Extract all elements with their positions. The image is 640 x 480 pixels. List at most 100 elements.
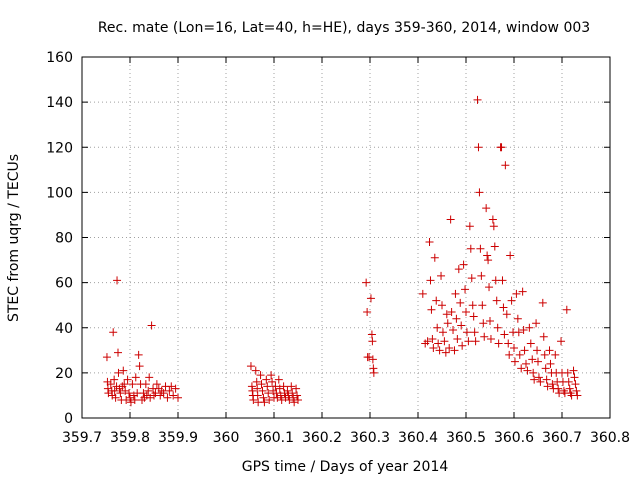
data-point: [139, 389, 148, 398]
data-point: [147, 321, 156, 330]
data-point: [540, 350, 549, 359]
data-point: [253, 391, 262, 400]
data-point: [499, 303, 508, 312]
x-tick-label: 360.2: [302, 430, 342, 446]
data-point: [491, 276, 500, 285]
data-point: [573, 391, 582, 400]
data-point: [526, 339, 535, 348]
x-tick-label: 360.8: [590, 430, 630, 446]
data-point: [146, 393, 155, 402]
data-points: [102, 95, 582, 407]
data-point: [111, 393, 120, 402]
data-point: [489, 222, 498, 231]
data-point: [156, 391, 165, 400]
data-point: [292, 384, 301, 393]
data-point: [477, 271, 486, 280]
data-point: [293, 391, 302, 400]
data-point: [151, 389, 160, 398]
data-point: [476, 244, 485, 253]
data-point: [473, 95, 482, 104]
x-tick-label: 359.7: [62, 430, 102, 446]
data-point: [141, 380, 150, 389]
data-point: [423, 337, 432, 346]
data-point: [462, 328, 471, 337]
data-point: [426, 276, 435, 285]
data-point: [169, 391, 178, 400]
data-point: [262, 375, 271, 384]
grid-lines: [82, 57, 610, 418]
data-point: [174, 393, 182, 402]
data-point: [484, 256, 493, 265]
data-point: [529, 368, 538, 377]
data-point: [512, 289, 521, 298]
data-point: [260, 398, 269, 407]
data-point: [570, 373, 579, 382]
data-point: [430, 253, 439, 262]
data-point: [497, 143, 506, 152]
data-point: [551, 350, 560, 359]
data-point: [500, 330, 509, 339]
x-tick-label: 360.3: [350, 430, 390, 446]
y-tick-label: 60: [55, 276, 73, 292]
data-point: [450, 346, 459, 355]
data-point: [116, 389, 125, 398]
data-point: [525, 323, 534, 332]
data-point: [265, 395, 274, 404]
data-point: [490, 242, 499, 251]
data-point: [451, 289, 460, 298]
data-point: [485, 283, 494, 292]
data-point: [494, 339, 503, 348]
y-tick-label: 100: [46, 185, 73, 201]
data-point: [493, 323, 502, 332]
x-tick-label: 360.6: [494, 430, 534, 446]
data-point: [518, 287, 527, 296]
data-point: [492, 296, 501, 305]
x-axis-label: GPS time / Days of year 2014: [242, 459, 449, 475]
data-point: [563, 368, 572, 377]
data-point: [519, 326, 528, 335]
data-point: [427, 305, 436, 314]
data-point: [468, 301, 477, 310]
data-point: [106, 380, 115, 389]
data-point: [258, 386, 267, 395]
data-point: [114, 368, 123, 377]
data-point: [513, 314, 522, 323]
data-point: [486, 316, 494, 325]
data-point: [123, 375, 132, 384]
data-point: [367, 330, 376, 339]
data-point: [453, 335, 462, 344]
data-point: [458, 341, 467, 350]
data-point: [554, 384, 563, 393]
data-point: [428, 335, 437, 344]
data-point: [442, 310, 451, 319]
data-point: [483, 251, 492, 260]
data-point: [466, 244, 475, 253]
data-point: [368, 355, 377, 364]
data-point: [135, 362, 144, 371]
data-point: [251, 366, 260, 375]
data-point: [152, 380, 161, 389]
data-point: [446, 215, 455, 224]
data-point: [256, 371, 265, 380]
data-point: [486, 335, 495, 344]
data-point: [470, 328, 479, 337]
data-point: [259, 393, 268, 402]
data-point: [462, 307, 470, 316]
data-point: [253, 384, 262, 393]
data-point: [505, 350, 514, 359]
data-point: [432, 296, 441, 305]
data-point: [275, 384, 284, 393]
data-point: [131, 373, 140, 382]
y-tick-labels: 0 20 40 60 80 100 120 140 160: [46, 50, 73, 427]
data-point: [288, 389, 297, 398]
data-point: [279, 382, 288, 391]
data-point: [565, 384, 574, 393]
data-point: [110, 386, 119, 395]
data-point: [418, 289, 427, 298]
data-point: [438, 328, 447, 337]
data-point: [440, 337, 449, 346]
data-point: [548, 380, 557, 389]
data-point: [104, 389, 113, 398]
data-point: [109, 328, 118, 337]
data-point: [480, 332, 489, 341]
